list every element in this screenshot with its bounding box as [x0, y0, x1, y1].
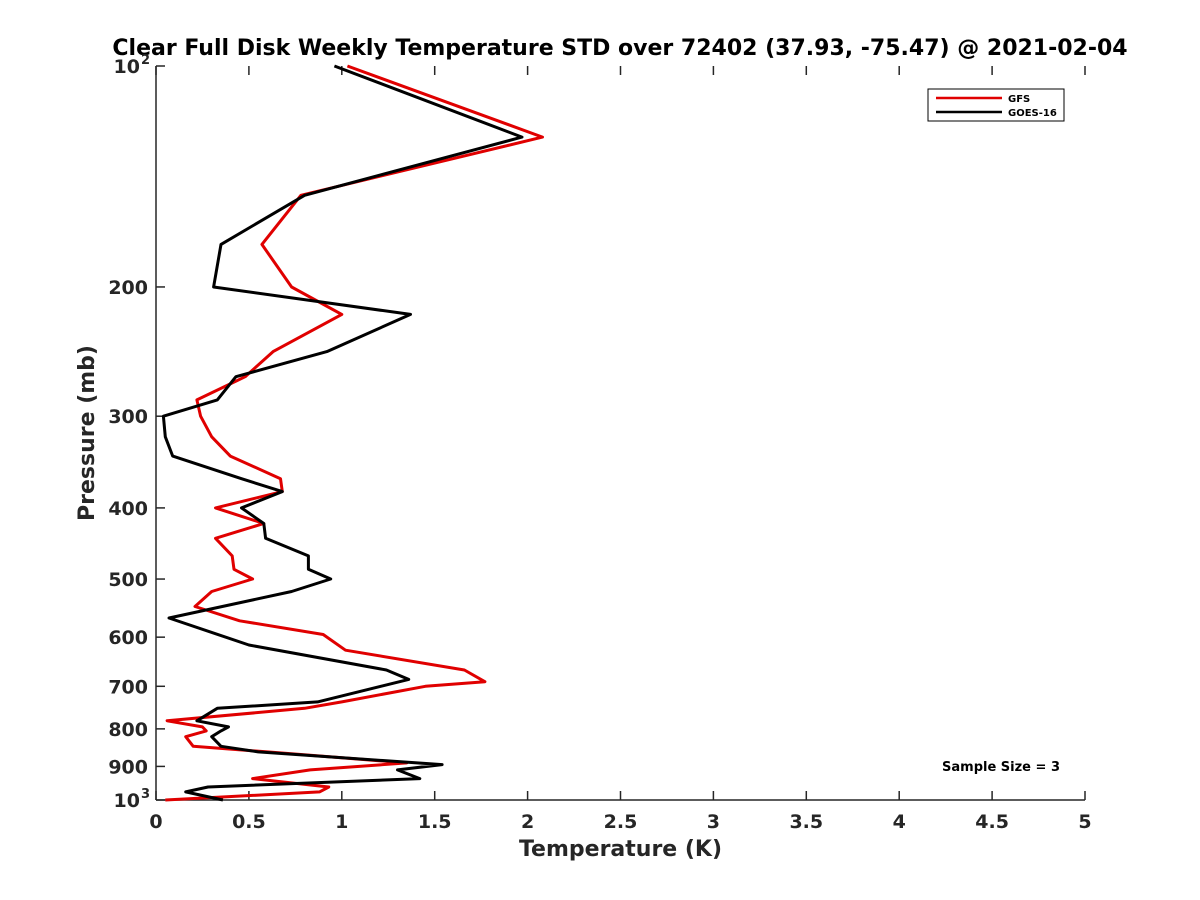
y-tick-exponent: 3 — [141, 787, 150, 802]
sample-size-annotation: Sample Size = 3 — [942, 760, 1060, 775]
y-tick-label: 300 — [108, 406, 148, 428]
y-tick-label: 400 — [108, 498, 148, 520]
legend-label-gfs: GFS — [1008, 94, 1030, 105]
x-axis-ticks: 0 0.5 1 1.5 2 2.5 3 3.5 4 4.5 5 — [149, 66, 1092, 833]
x-tick-label: 2.5 — [604, 811, 638, 833]
series-group — [161, 64, 544, 802]
series-line-goes-16 — [161, 64, 524, 802]
x-tick-label: 4 — [893, 811, 906, 833]
y-tick-label: 700 — [108, 676, 148, 698]
x-tick-label: 2 — [521, 811, 534, 833]
x-tick-label: 3 — [707, 811, 720, 833]
legend-box — [927, 88, 1065, 122]
y-tick-label: 10 — [114, 790, 140, 812]
x-tick-label: 1 — [335, 811, 348, 833]
x-tick-label: 0 — [149, 811, 162, 833]
y-axis-label: Pressure (mb) — [75, 345, 100, 521]
y-tick-label: 900 — [108, 756, 148, 778]
x-tick-label: 4.5 — [975, 811, 1009, 833]
x-axis-label: Temperature (K) — [519, 837, 722, 862]
x-tick-label: 1.5 — [418, 811, 452, 833]
y-tick-label: 200 — [108, 277, 148, 299]
chart-title: Clear Full Disk Weekly Temperature STD o… — [112, 36, 1127, 61]
y-tick-label: 10 — [114, 56, 140, 78]
legend-label-goes-16: GOES-16 — [1008, 108, 1057, 119]
x-tick-label: 0.5 — [232, 811, 266, 833]
y-tick-label: 800 — [108, 719, 148, 741]
y-tick-label: 500 — [108, 569, 148, 591]
y-tick-exponent: 2 — [141, 53, 150, 68]
y-tick-label: 600 — [108, 627, 148, 649]
x-tick-label: 5 — [1078, 811, 1091, 833]
x-tick-label: 3.5 — [789, 811, 823, 833]
legend: GFS GOES-16 — [927, 88, 1065, 122]
